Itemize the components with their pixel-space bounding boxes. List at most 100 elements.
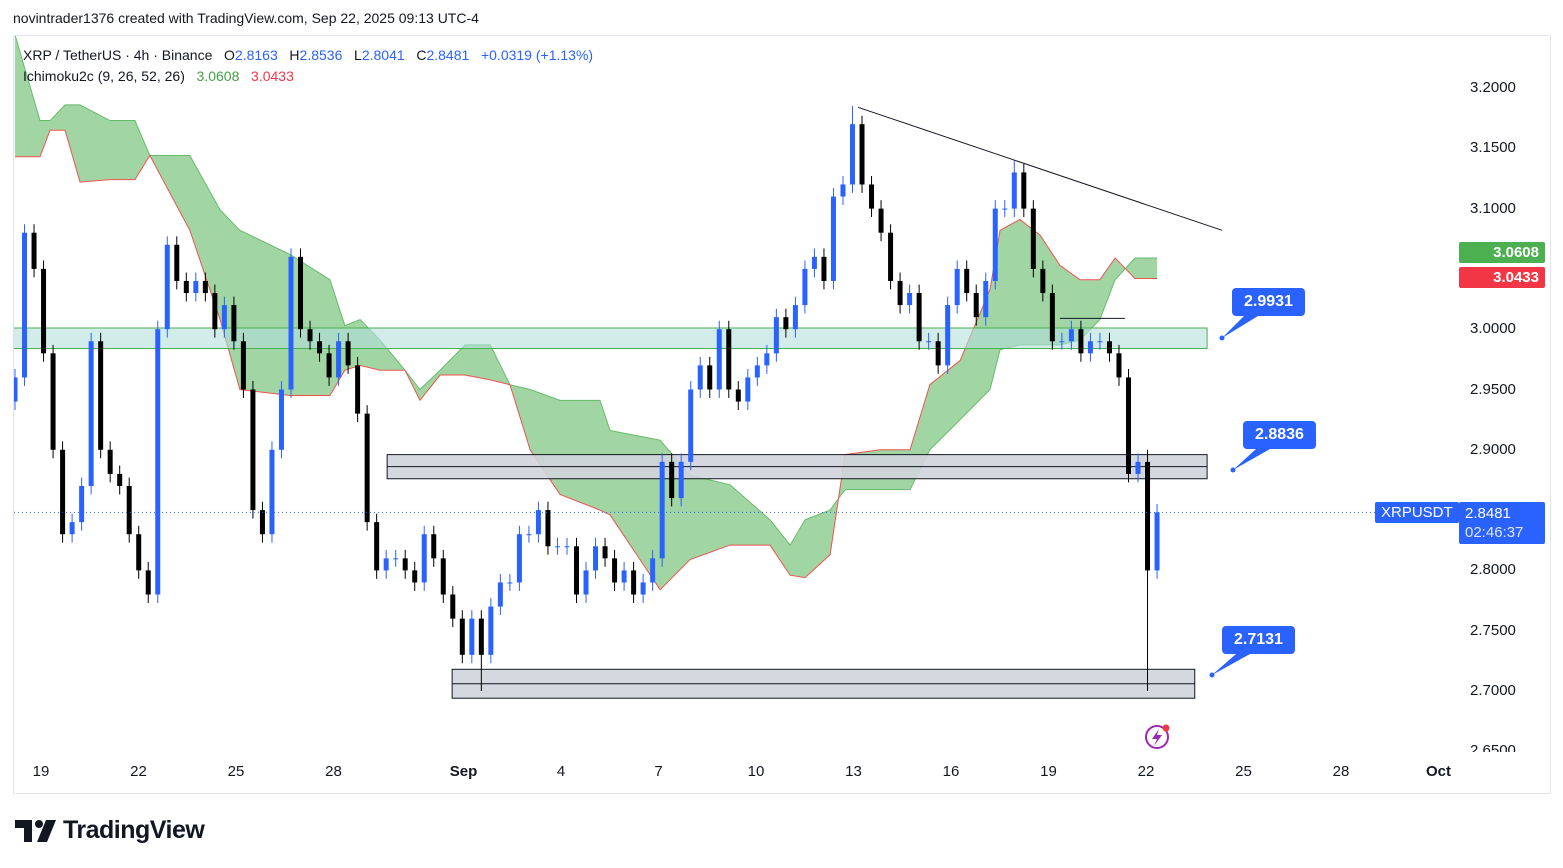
candle-body (174, 244, 180, 281)
chart-frame[interactable] (13, 35, 1551, 794)
candle-body (602, 546, 608, 559)
candle-body (878, 208, 884, 233)
candle (754, 356, 760, 386)
candle (916, 284, 922, 350)
candle (145, 561, 151, 603)
candle (278, 381, 284, 459)
lightning-icon (1152, 729, 1162, 746)
candle-body (98, 341, 104, 450)
candle-body (212, 293, 218, 330)
symbol-tag: XRPUSDT (1375, 502, 1459, 523)
trendline (857, 106, 1223, 231)
candle (1011, 160, 1017, 218)
candle-body (345, 341, 351, 366)
candle (1040, 260, 1046, 302)
candle-body (688, 389, 694, 462)
candle-body (478, 618, 484, 655)
candle-body (897, 280, 903, 306)
candle (421, 525, 427, 591)
plot-area (14, 36, 1208, 699)
candle (1059, 332, 1065, 350)
span-a-badge: 3.0608 (1459, 242, 1545, 263)
candle-body (383, 558, 389, 571)
candle-body (726, 329, 732, 390)
candle (574, 537, 580, 603)
candle (345, 332, 351, 374)
candle (593, 537, 599, 579)
time-tick-label: 4 (556, 763, 566, 780)
candle (202, 272, 208, 302)
price-tick-label: 2.9500 (1470, 380, 1516, 398)
callout-price-2[interactable]: 2.8836 (1243, 421, 1316, 449)
price-tick-label: 3.2000 (1470, 79, 1516, 96)
candle-body (288, 256, 294, 390)
candle (117, 465, 123, 495)
candle (954, 260, 960, 314)
time-tick-label: 19 (32, 763, 50, 780)
candle-body (1078, 329, 1084, 354)
low-value: 2.8041 (361, 47, 405, 63)
callout-price-3[interactable]: 2.7131 (1222, 626, 1295, 654)
candle-body (364, 413, 370, 523)
candle (259, 501, 265, 543)
time-tick-label: 28 (1332, 763, 1350, 780)
candle-body (450, 594, 456, 619)
low-label: L (354, 47, 362, 63)
candle-body (497, 582, 503, 607)
candle-body (650, 558, 656, 583)
candle (355, 356, 361, 423)
candle (497, 574, 503, 616)
candle-body (735, 389, 741, 402)
candle-body (716, 329, 722, 390)
time-tick-label: 22 (1137, 763, 1155, 780)
candle (155, 320, 161, 603)
candle-body (640, 582, 646, 595)
candle (50, 344, 56, 459)
symbol-title[interactable]: XRP / TetherUS · 4h · Binance (23, 47, 213, 63)
candle (488, 598, 494, 664)
candle (745, 368, 751, 411)
tradingview-logo[interactable]: TradingView (15, 816, 205, 845)
candle (935, 332, 941, 374)
candle (450, 586, 456, 628)
candle (22, 224, 28, 386)
candle (945, 296, 951, 374)
candle-body (983, 280, 989, 318)
callout-price-1[interactable]: 2.9931 (1232, 288, 1305, 316)
candle-body (88, 341, 94, 486)
price-tick-label: 2.8000 (1470, 561, 1516, 579)
candle (888, 224, 894, 290)
candle-body (126, 485, 132, 535)
candle (41, 260, 47, 362)
candle (336, 332, 342, 386)
candle-body (964, 268, 970, 294)
candle (840, 176, 846, 205)
price-tick-label: 2.7500 (1470, 621, 1516, 639)
bar-countdown: 02:46:37 (1465, 524, 1524, 541)
candle-body (278, 389, 284, 450)
time-tick-label: 13 (845, 763, 862, 780)
high-label: H (289, 47, 300, 63)
candle (1116, 344, 1122, 386)
candle-body (907, 293, 913, 306)
candle-body (935, 341, 941, 366)
candle-body (355, 365, 361, 414)
time-tick-label: 25 (1235, 763, 1252, 780)
candle (193, 272, 199, 302)
candle-body (412, 570, 418, 583)
candle (1087, 332, 1093, 362)
candle-body (459, 618, 465, 655)
time-tick-label: 7 (654, 763, 663, 780)
candle (364, 405, 370, 531)
indicator-title[interactable]: Ichimoku2c (9, 26, 52, 26) (23, 68, 185, 84)
candle-body (336, 341, 342, 378)
candle-body (773, 317, 779, 354)
candle-body (469, 618, 475, 655)
candle-body (431, 534, 437, 559)
time-tick-label: 16 (942, 763, 960, 780)
candle-body (1125, 377, 1131, 474)
candle-body (859, 124, 865, 185)
candle-body (593, 546, 599, 571)
candle-body (259, 510, 265, 535)
